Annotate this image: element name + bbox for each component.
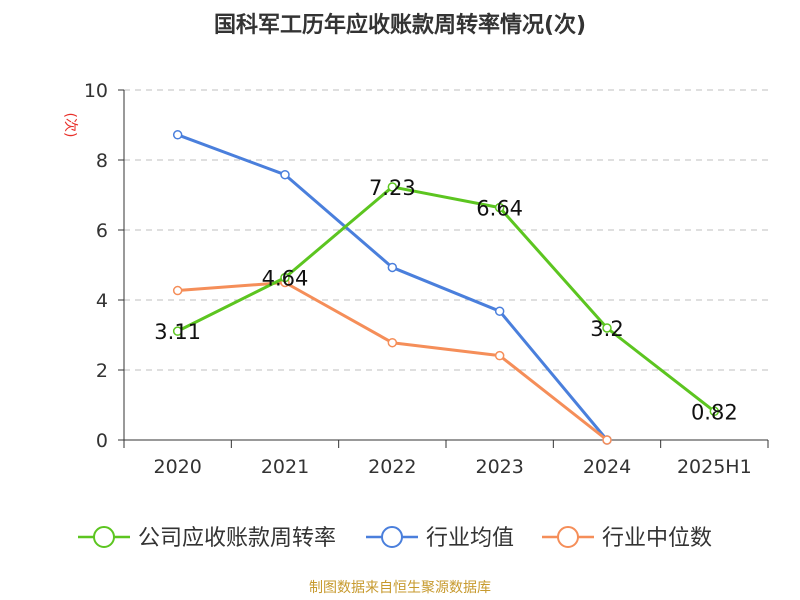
- series-point-1: [494, 306, 505, 316]
- series-point-0: [172, 326, 183, 336]
- series-point-1: [172, 130, 183, 140]
- y-tick-label: 8: [96, 150, 108, 172]
- legend-marker-icon: [381, 526, 403, 548]
- data-label: 3.11: [154, 320, 201, 344]
- x-tick-label: 2023: [475, 456, 523, 478]
- series-point-1: [280, 169, 290, 180]
- series-line-0: [176, 185, 716, 413]
- series-point-2: [602, 435, 612, 445]
- x-tick-label: 2025H1: [677, 456, 752, 478]
- y-tick-label: 6: [96, 220, 108, 242]
- x-tick-label: 2020: [153, 456, 201, 478]
- series-point-0: [709, 406, 720, 417]
- series-point-0: [387, 182, 398, 192]
- series-point-2: [494, 350, 505, 361]
- data-label: 0.82: [691, 400, 738, 424]
- legend[interactable]: 公司应收账款周转率 行业均值 行业中位数: [78, 526, 712, 551]
- y-tick-label: 4: [96, 290, 108, 312]
- legend-label: 行业均值: [426, 526, 514, 551]
- axes: 0 2 4 6 8 10 2020 2021 2022 2023 2024 2025H1: [84, 80, 769, 478]
- data-label: 3.2: [590, 317, 623, 341]
- x-tick-label: 2021: [261, 456, 309, 478]
- y-tick-label: 10: [84, 80, 108, 102]
- x-tick-label: 2024: [583, 456, 631, 478]
- legend-item-1[interactable]: 行业均值: [366, 526, 514, 551]
- gridlines: [124, 89, 768, 371]
- legend-label: 行业中位数: [602, 526, 712, 551]
- x-tick-label: 2022: [368, 456, 416, 478]
- series-point-2: [387, 337, 398, 348]
- legend-marker-icon: [93, 526, 115, 548]
- data-label: 7.23: [369, 176, 416, 200]
- series-point-1: [387, 262, 398, 273]
- series-point-2: [172, 285, 183, 296]
- data-label: 4.64: [262, 267, 309, 291]
- legend-item-0[interactable]: 公司应收账款周转率: [78, 526, 336, 551]
- series-point-0: [280, 272, 290, 283]
- series-lines: [172, 130, 720, 445]
- legend-item-2[interactable]: 行业中位数: [542, 526, 712, 551]
- legend-marker-icon: [557, 526, 579, 548]
- data-labels: 3.11 4.64 7.23 6.64 3.2 0.82: [154, 176, 737, 424]
- source-note: 制图数据来自恒生聚源数据库: [309, 580, 491, 596]
- y-tick-label: 2: [96, 360, 108, 382]
- data-label: 6.64: [476, 197, 523, 221]
- y-axis-label: (次): [62, 113, 78, 138]
- legend-label: 公司应收账款周转率: [138, 526, 336, 551]
- series-point-0: [602, 323, 612, 333]
- series-point-0: [494, 202, 505, 213]
- chart-title: 国科军工历年应收账款周转率情况(次): [214, 12, 586, 38]
- y-tick-label: 0: [96, 430, 108, 452]
